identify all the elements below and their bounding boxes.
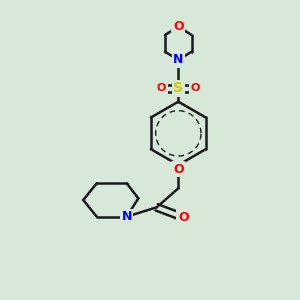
Text: O: O [173,20,184,33]
Text: O: O [157,83,166,93]
Text: S: S [173,81,183,95]
Text: N: N [173,53,184,67]
Text: O: O [173,163,184,176]
Text: O: O [178,211,189,224]
Text: O: O [190,83,200,93]
Text: N: N [122,210,132,223]
